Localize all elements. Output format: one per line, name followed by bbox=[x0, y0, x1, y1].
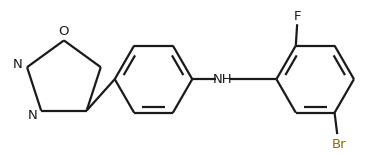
Text: N: N bbox=[27, 109, 37, 122]
Text: O: O bbox=[59, 25, 69, 38]
Text: NH: NH bbox=[213, 73, 233, 86]
Text: F: F bbox=[293, 10, 301, 23]
Text: Br: Br bbox=[332, 138, 347, 151]
Text: N: N bbox=[13, 58, 22, 71]
